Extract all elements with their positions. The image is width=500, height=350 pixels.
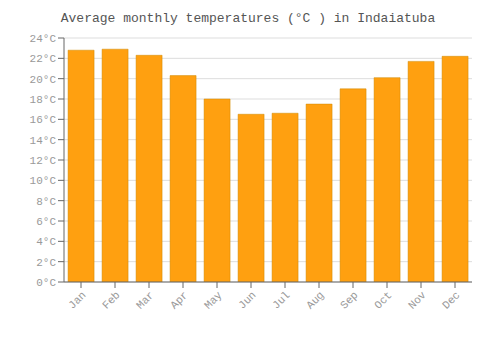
- svg-text:6°C: 6°C: [36, 216, 56, 228]
- svg-text:Aug: Aug: [304, 289, 326, 311]
- svg-text:0°C: 0°C: [36, 277, 56, 289]
- svg-text:16°C: 16°C: [30, 114, 57, 126]
- svg-text:Sep: Sep: [338, 289, 360, 311]
- svg-text:Jan: Jan: [66, 289, 88, 311]
- svg-text:18°C: 18°C: [30, 94, 57, 106]
- svg-text:Feb: Feb: [100, 289, 122, 311]
- svg-text:22°C: 22°C: [30, 53, 57, 65]
- html-text:Average monthly temperatures (: Average monthly temperatures (°C ) in In…: [60, 11, 436, 26]
- svg-text:10°C: 10°C: [30, 175, 57, 187]
- svg-text:Oct: Oct: [372, 289, 394, 311]
- svg-text:12°C: 12°C: [30, 155, 57, 167]
- svg-text:May: May: [202, 289, 225, 312]
- svg-text:Mar: Mar: [134, 289, 156, 311]
- svg-text:20°C: 20°C: [30, 74, 57, 86]
- svg-text:24°C: 24°C: [30, 33, 57, 45]
- svg-text:14°C: 14°C: [30, 135, 57, 147]
- svg-text:Jun: Jun: [236, 289, 258, 311]
- svg-text:Apr: Apr: [168, 289, 190, 311]
- svg-text:8°C: 8°C: [36, 196, 56, 208]
- svg-text:Jul: Jul: [270, 289, 292, 311]
- svg-text:Nov: Nov: [406, 289, 429, 312]
- svg-text:4°C: 4°C: [36, 236, 56, 248]
- svg-text:2°C: 2°C: [36, 257, 56, 269]
- svg-text:Dec: Dec: [440, 289, 462, 311]
